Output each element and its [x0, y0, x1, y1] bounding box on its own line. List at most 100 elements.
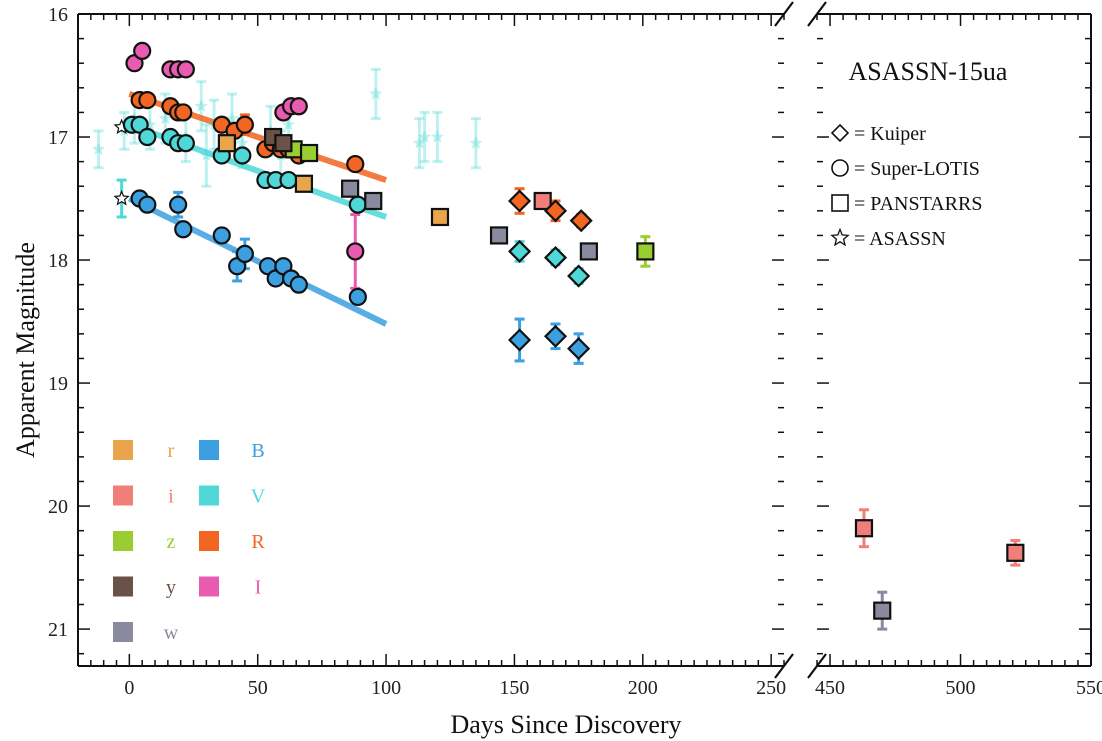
data-point-I-super-lotis [289, 97, 308, 116]
y-tick-label: 18 [48, 250, 68, 272]
data-point-V-kuiper [508, 239, 532, 263]
data-point-V-asassn [194, 99, 208, 112]
band-label-I: I [255, 577, 262, 599]
chart-title: ASASSN-15ua [849, 57, 1008, 86]
axis-break-mark [774, 1, 794, 27]
data-point-V-super-lotis [233, 146, 252, 165]
data-point-B-super-lotis [212, 226, 231, 245]
data-point-B-kuiper [543, 324, 568, 348]
x-tick-label: 550 [1076, 677, 1102, 699]
band-label-w: w [164, 622, 179, 644]
instrument-key-label: = Kuiper [854, 123, 926, 145]
data-point-i-panstarrs [1006, 543, 1025, 562]
fit-line-B [128, 195, 388, 327]
data-point-V-asassn [199, 148, 213, 162]
x-tick-label: 150 [499, 677, 529, 699]
band-swatch-I [199, 576, 219, 597]
band-legend: r i z y w B V R I [113, 440, 266, 644]
data-point-w-panstarrs [341, 179, 360, 198]
data-point-V-super-lotis [279, 170, 298, 190]
data-point-w-panstarrs [489, 226, 509, 245]
data-point-i-panstarrs [854, 519, 874, 538]
data-point-w-panstarrs [873, 601, 892, 620]
data-point-R-kuiper [569, 209, 593, 233]
data-point-y-panstarrs [274, 134, 293, 153]
y-tick-label: 16 [48, 4, 68, 26]
instrument-key: = Kuiper = Super-LOTIS = PANSTARRS = ASASSN [830, 123, 982, 250]
band-label-y: y [166, 577, 176, 599]
instrument-key-label: = ASASSN [854, 228, 946, 250]
instrument-key-label: = Super-LOTIS [854, 158, 980, 180]
instrument-key-label: = PANSTARRS [854, 193, 982, 215]
y-axis-title: Apparent Magnitude [11, 242, 40, 458]
square-icon [831, 194, 849, 212]
axis-break-mark [774, 653, 794, 679]
data-point-z-panstarrs [299, 143, 319, 163]
data-point-R-super-lotis [346, 154, 365, 174]
data-point-r-panstarrs [430, 207, 450, 227]
data-point-V-asassn [417, 130, 432, 143]
diamond-icon [830, 123, 850, 143]
band-swatch-i [113, 485, 133, 506]
data-point-B-super-lotis [174, 220, 193, 239]
band-label-z: z [167, 531, 176, 553]
band-swatch-z [113, 531, 133, 551]
data-point-B-super-lotis [138, 195, 157, 214]
data-point-R-kuiper [543, 199, 568, 223]
data-point-V-asassn [235, 136, 249, 149]
data-point-V-asassn [281, 117, 296, 131]
data-points-layer [91, 41, 1025, 620]
x-tick-label: 500 [946, 677, 976, 699]
data-point-V-asassn [158, 111, 172, 125]
data-point-V-asassn [430, 130, 445, 143]
data-point-w-panstarrs [364, 191, 383, 211]
band-label-B: B [251, 440, 264, 462]
y-tick-label: 19 [48, 373, 68, 395]
data-point-R-kuiper [508, 189, 532, 213]
data-point-w-panstarrs [579, 242, 598, 261]
data-point-V-asassn [469, 136, 483, 149]
y-tick-label: 17 [48, 127, 68, 149]
band-label-r: r [168, 440, 175, 462]
data-point-V-super-lotis [176, 134, 195, 153]
data-point-i-panstarrs [533, 191, 552, 211]
band-swatch-V [199, 485, 219, 506]
data-point-I-super-lotis [176, 60, 195, 79]
x-tick-label: 100 [371, 677, 401, 699]
data-point-I-super-lotis [346, 242, 365, 261]
band-swatch-y [113, 576, 133, 597]
axes-layer: 0 50 100 150 200 250 450 500 550 16 17 18 19 20 21 [48, 1, 1102, 699]
data-point-r-panstarrs [217, 134, 237, 153]
data-point-V-asassn [369, 87, 383, 100]
band-swatch-w [113, 622, 133, 642]
band-swatch-r [113, 440, 133, 460]
data-point-V-super-lotis [348, 195, 367, 214]
data-point-V-asassn [113, 189, 130, 206]
data-point-B-super-lotis [235, 244, 254, 263]
data-point-B-kuiper [508, 328, 532, 352]
data-point-V-asassn [412, 136, 427, 149]
y-tick-label: 21 [48, 619, 68, 641]
data-point-V-kuiper [543, 246, 568, 270]
x-tick-label: 250 [756, 677, 786, 699]
data-point-V-asassn [91, 142, 106, 155]
data-point-V-kuiper [567, 264, 591, 288]
data-point-B-kuiper [567, 337, 591, 361]
band-swatch-B [199, 440, 219, 460]
x-tick-label: 0 [124, 677, 134, 699]
data-point-V-asassn [143, 117, 157, 131]
axis-break-mark [807, 1, 827, 27]
star-icon [830, 227, 850, 247]
x-tick-label: 50 [248, 677, 268, 699]
data-point-B-super-lotis [169, 195, 188, 214]
data-point-V-super-lotis [138, 127, 157, 147]
x-axis-title: Days Since Discovery [450, 710, 681, 739]
data-point-R-super-lotis [174, 103, 193, 122]
y-tick-label: 20 [48, 496, 68, 518]
band-label-R: R [251, 531, 265, 553]
x-tick-label: 450 [815, 677, 845, 699]
x-tick-label: 200 [628, 677, 658, 699]
data-point-I-super-lotis [133, 41, 152, 61]
